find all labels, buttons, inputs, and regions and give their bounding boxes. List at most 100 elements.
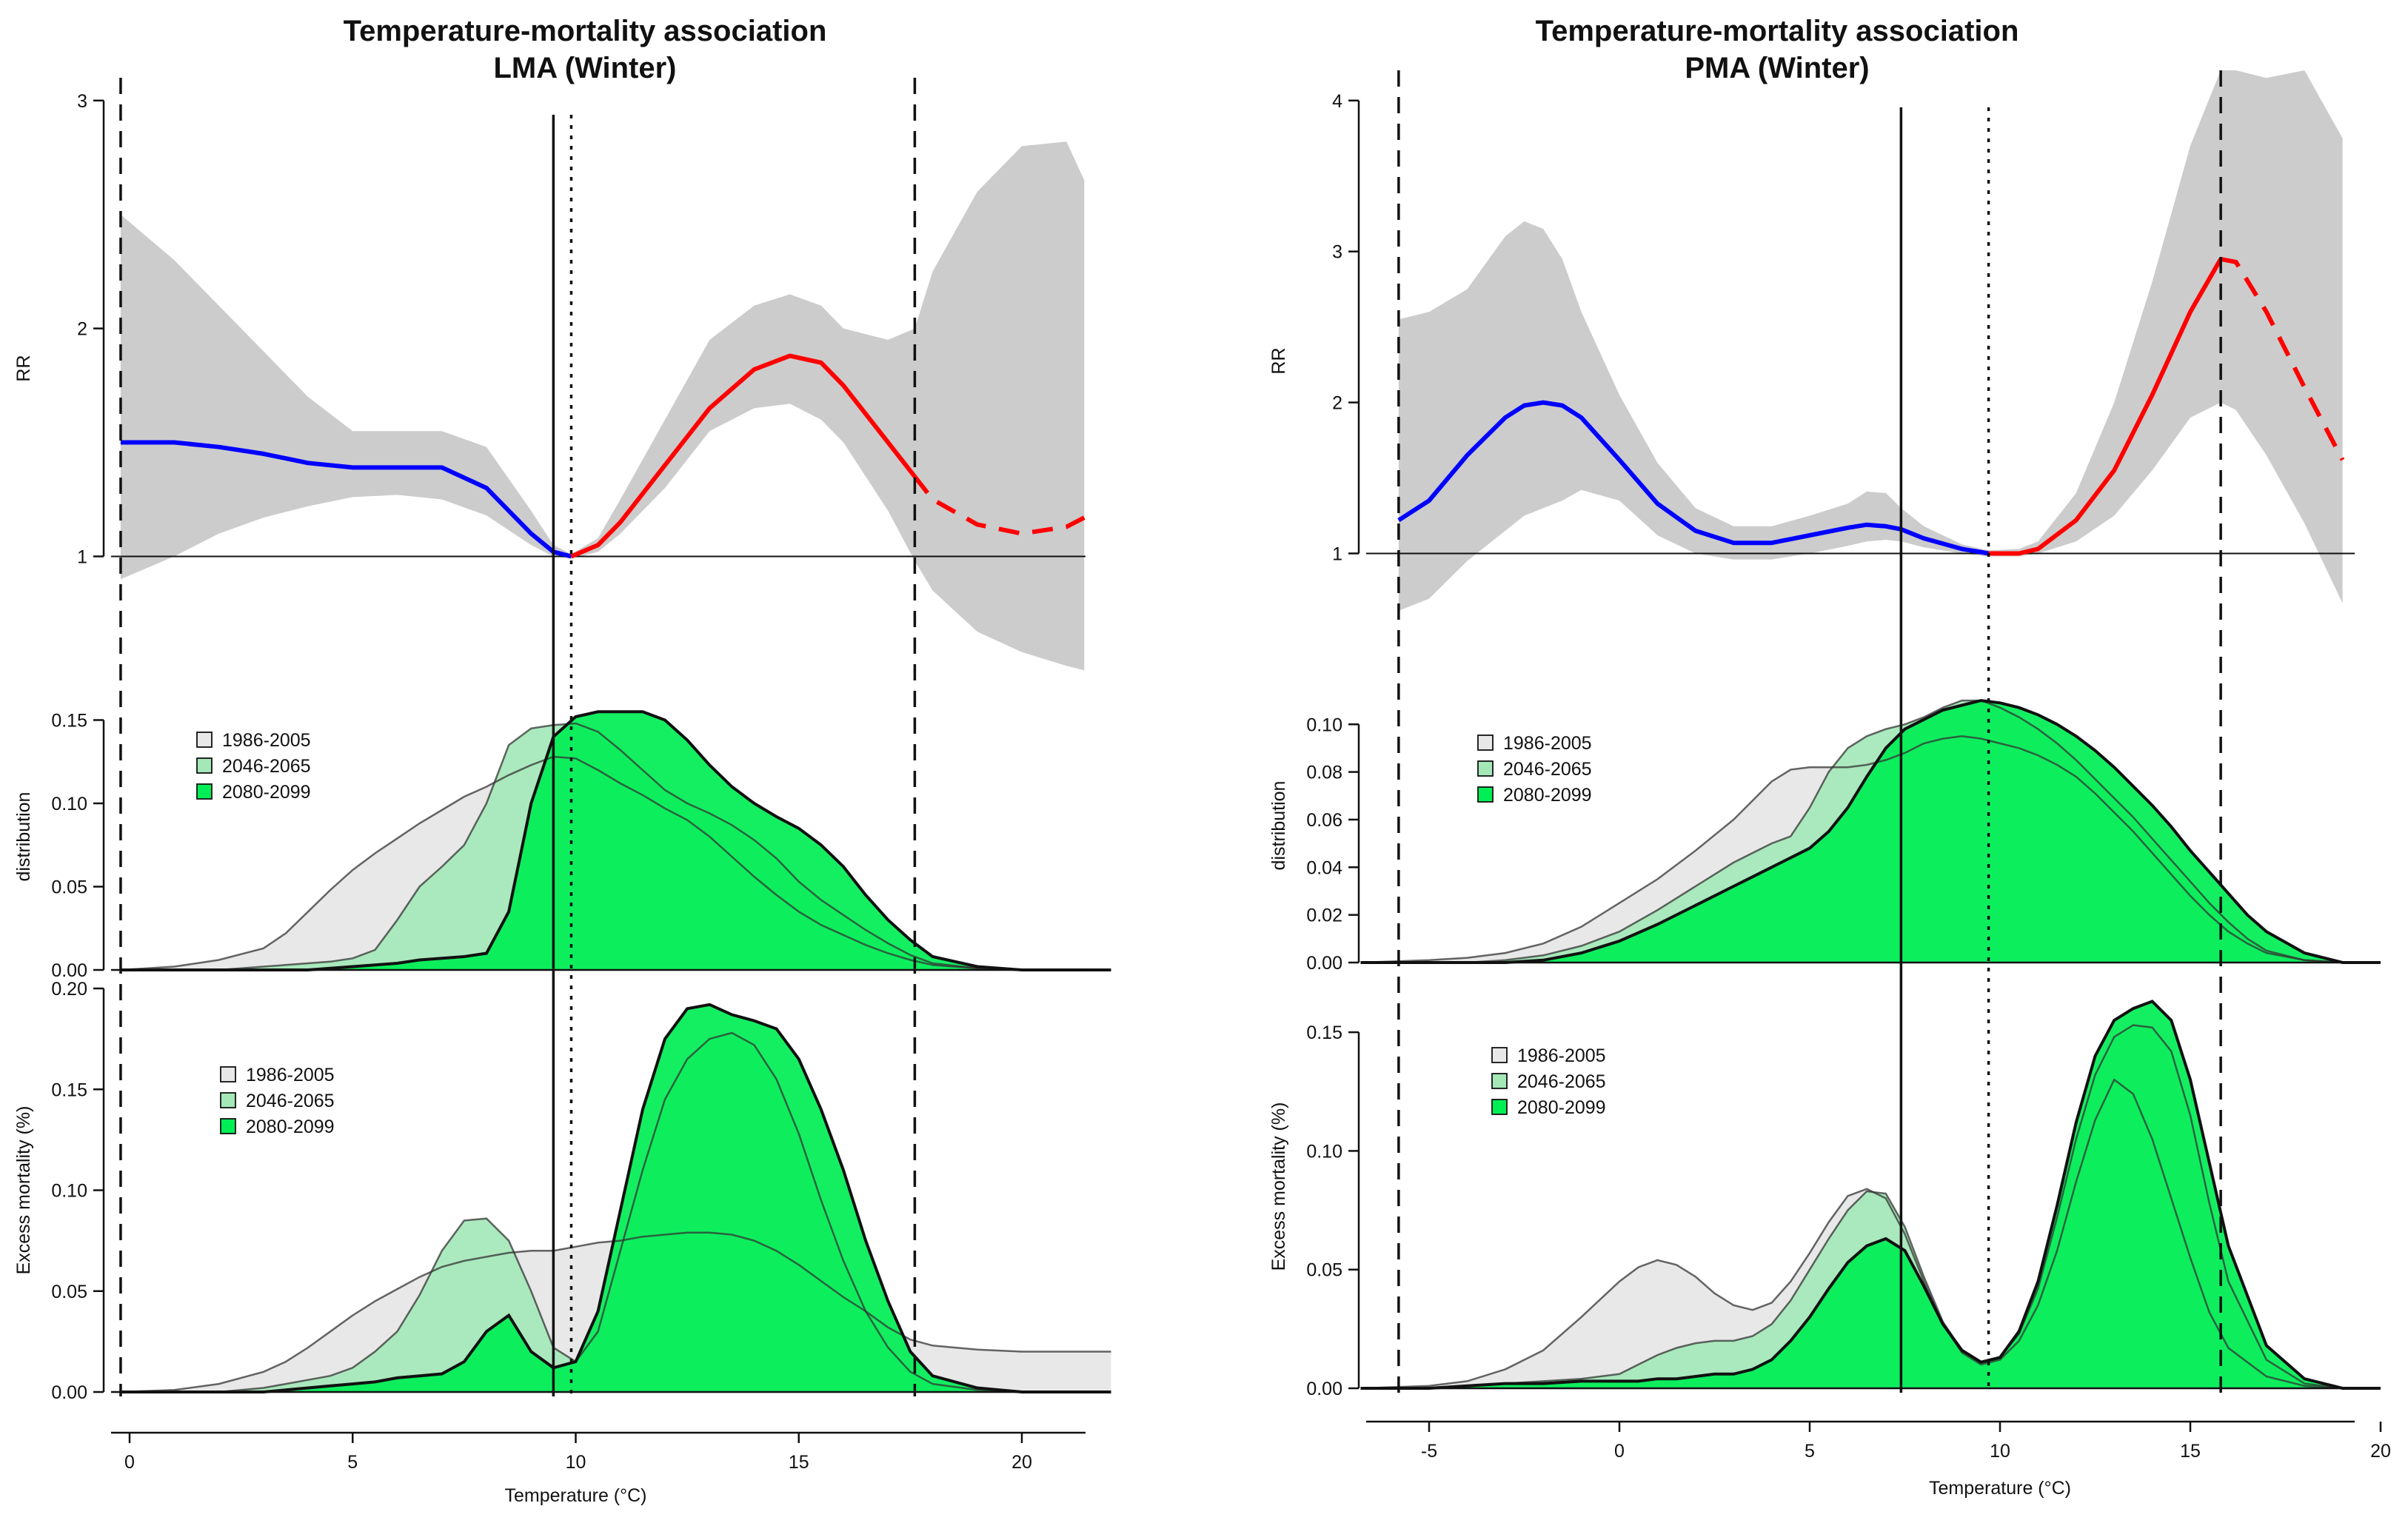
- y-tick-label: 3: [77, 91, 87, 112]
- line-excess-2080-2099: [1360, 1000, 2381, 1390]
- legend-swatch: [1491, 1047, 1508, 1063]
- x-tick-label: 5: [1805, 1441, 1815, 1462]
- y-tick-label: 4: [1332, 91, 1342, 112]
- rr-curve-cold: [1397, 400, 1990, 556]
- legend-swatch: [220, 1066, 236, 1082]
- area-distribution-2080-2099: [120, 712, 1111, 970]
- line-excess-1986-2005: [1360, 1078, 2381, 1390]
- y-axis-dist: 0.00 0.02 0.04 0.06 0.08 0.10 distribution: [1268, 715, 1360, 974]
- legend-swatch: [196, 757, 213, 774]
- x-axis: -5 0 5 10 15 20 Temperature (°C): [1366, 1420, 2391, 1499]
- chart-title: Temperature-mortality association: [1536, 15, 2019, 47]
- legend-label: 2046-2065: [1503, 759, 1592, 780]
- legend-label: 2080-2099: [1517, 1097, 1606, 1118]
- y-tick-label: 0.00: [1306, 953, 1342, 974]
- y-tick-label: 0.00: [51, 960, 87, 981]
- x-axis-label: Temperature (°C): [505, 1485, 647, 1506]
- legend-swatch: [1477, 760, 1494, 777]
- y-axis-dist: 0.00 0.05 0.10 0.15 distribution: [13, 711, 105, 981]
- legend-excess: 1986-2005 2046-2065 2080-2099: [1491, 1045, 1606, 1118]
- y-tick-label: 1: [77, 546, 87, 567]
- y-tick-label: 0.10: [1306, 1141, 1342, 1162]
- line-distribution-2080-2099: [1360, 699, 2381, 964]
- y-tick-label: 0.10: [51, 794, 87, 814]
- y-tick-label: 0.15: [51, 1080, 87, 1100]
- line-excess-2046-2065: [120, 1031, 1111, 1393]
- x-tick-label: 20: [1011, 1452, 1032, 1473]
- legend-distribution: 1986-2005 2046-2065 2080-2099: [196, 730, 311, 803]
- line-excess-2080-2099: [120, 1003, 1111, 1393]
- y-axis-label: RR: [13, 355, 34, 381]
- legend-swatch: [196, 783, 213, 800]
- area-excess-2080-2099: [120, 1004, 1111, 1392]
- y-axis-label: Excess mortality (%): [13, 1106, 34, 1275]
- legend-swatch: [1477, 734, 1494, 751]
- x-axis: 0 5 10 15 20 Temperature (°C): [111, 1431, 1086, 1506]
- rr-curve-extrapolated: [2220, 256, 2345, 461]
- chart-panel-right: Temperature-mortality association PMA (Wi…: [1268, 15, 2391, 1499]
- y-tick-label: 0.15: [1306, 1023, 1342, 1043]
- x-axis-label: Temperature (°C): [1929, 1478, 2071, 1499]
- y-tick-label: 1: [1332, 543, 1342, 564]
- y-tick-label: 2: [1332, 393, 1342, 414]
- legend-label: 2046-2065: [1517, 1071, 1606, 1092]
- y-tick-label: 0.15: [51, 711, 87, 732]
- legend-label: 1986-2005: [1517, 1045, 1606, 1066]
- x-tick-label: -5: [1421, 1441, 1437, 1462]
- legend-swatch: [220, 1118, 236, 1134]
- y-axis-label: Excess mortality (%): [1268, 1102, 1289, 1271]
- legend-swatch: [1491, 1073, 1508, 1089]
- line-distribution-1986-2005: [1360, 735, 2381, 964]
- x-tick-label: 15: [2180, 1441, 2201, 1462]
- chart-panel-left: Temperature-mortality association LMA (Wi…: [13, 15, 1111, 1506]
- x-tick-label: 10: [566, 1452, 586, 1473]
- legend-swatch: [1477, 786, 1494, 803]
- rr-curve-cold: [120, 440, 572, 559]
- legend-swatch: [1491, 1099, 1508, 1115]
- y-tick-label: 0.00: [1306, 1379, 1342, 1399]
- legend-label: 2080-2099: [222, 782, 311, 803]
- y-tick-label: 0.10: [1306, 715, 1342, 735]
- x-tick-label: 5: [347, 1452, 358, 1473]
- chart-subtitle: LMA (Winter): [494, 52, 677, 84]
- legend-label: 1986-2005: [222, 730, 311, 751]
- legend-label: 1986-2005: [1503, 733, 1592, 754]
- line-distribution-2046-2065: [120, 722, 1111, 971]
- y-axis-rr: 1 2 3 RR: [13, 91, 105, 567]
- rr-curve-heat: [570, 353, 917, 559]
- legend-swatch: [196, 732, 213, 748]
- x-tick-label: 15: [789, 1452, 809, 1473]
- y-tick-label: 0.06: [1306, 810, 1342, 831]
- y-tick-label: 0.05: [51, 877, 87, 898]
- legend-label: 2080-2099: [246, 1117, 335, 1137]
- y-axis-exc: 0.00 0.05 0.10 0.15 Excess mortality (%): [1268, 1023, 1360, 1399]
- y-tick-label: 0.00: [51, 1382, 87, 1403]
- y-tick-label: 2: [77, 319, 87, 340]
- y-tick-label: 0.20: [51, 979, 87, 1000]
- legend-distribution: 1986-2005 2046-2065 2080-2099: [1477, 733, 1592, 806]
- line-distribution-2080-2099: [120, 710, 1111, 971]
- legend-excess: 1986-2005 2046-2065 2080-2099: [220, 1065, 335, 1137]
- line-excess-2046-2065: [1360, 1024, 2381, 1390]
- legend-label: 2046-2065: [246, 1091, 335, 1111]
- y-tick-label: 0.05: [51, 1282, 87, 1302]
- y-axis-rr: 1 2 3 4 RR: [1268, 91, 1360, 564]
- rr-curve-heat: [1988, 258, 2223, 556]
- area-excess-2080-2099: [1360, 1001, 2381, 1388]
- chart-title: Temperature-mortality association: [344, 15, 827, 47]
- x-tick-label: 20: [2370, 1441, 2391, 1462]
- y-axis-label: distribution: [13, 792, 34, 882]
- y-tick-label: 0.02: [1306, 906, 1342, 926]
- x-tick-label: 0: [1614, 1441, 1625, 1462]
- legend-swatch: [220, 1092, 236, 1108]
- area-distribution-2080-2099: [1360, 700, 2381, 963]
- y-axis-exc: 0.00 0.05 0.10 0.15 0.20 Excess mortality (%): [13, 979, 105, 1403]
- x-tick-label: 10: [1990, 1441, 2010, 1462]
- line-distribution-2046-2065: [1360, 699, 2381, 964]
- y-tick-label: 0.08: [1306, 763, 1342, 783]
- y-axis-label: RR: [1268, 347, 1289, 374]
- y-axis-label: distribution: [1268, 781, 1289, 871]
- confidence-band: [120, 141, 1085, 671]
